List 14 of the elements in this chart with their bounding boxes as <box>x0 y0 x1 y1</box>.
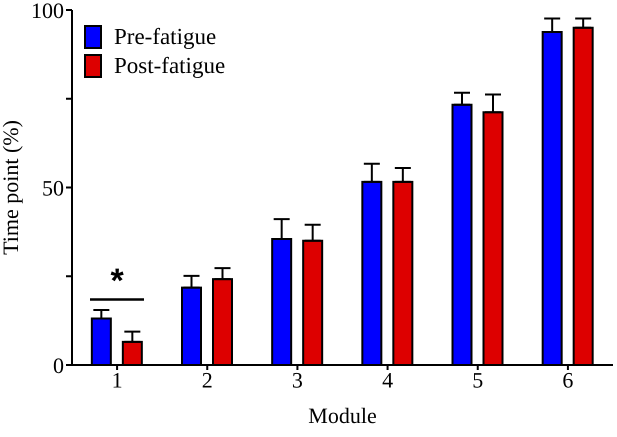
x-tick-label: 5 <box>472 368 484 393</box>
x-tick-label: 2 <box>202 368 213 393</box>
annotation: * <box>109 262 125 300</box>
x-tick-label: 4 <box>382 368 394 393</box>
y-tick-label: 0 <box>53 352 64 378</box>
x-axis-title: Module <box>308 403 377 428</box>
x-tick-label: 6 <box>562 368 574 393</box>
legend-label: Post-fatigue <box>114 52 226 80</box>
y-tick-label: 100 <box>31 0 64 23</box>
y-axis-title: Time point (%) <box>0 120 23 255</box>
x-tick-label: 1 <box>112 368 123 393</box>
x-tick-label: 3 <box>292 368 303 393</box>
y-tick-label: 50 <box>42 175 64 200</box>
legend-label: Pre-fatigue <box>114 23 216 51</box>
